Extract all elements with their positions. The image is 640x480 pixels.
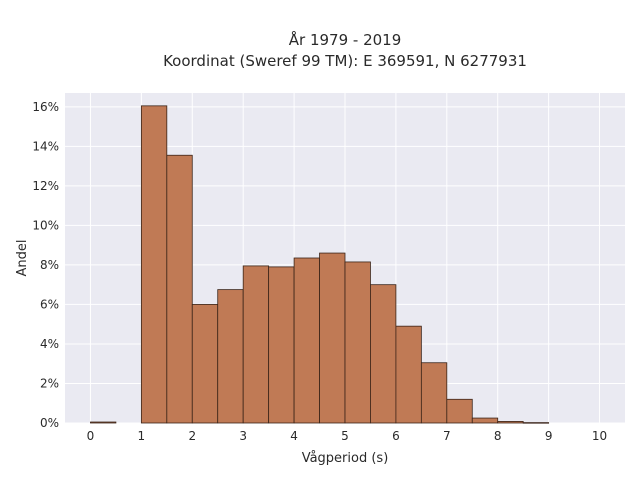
histogram-bar-8 — [293, 257, 320, 424]
chart-title-line2: Koordinat (Sweref 99 TM): E 369591, N 62… — [163, 52, 527, 70]
histogram-bar-11 — [370, 284, 397, 424]
x-tick-label-10: 10 — [592, 429, 607, 443]
histogram-bar-13 — [420, 362, 448, 424]
x-tick-label-1: 1 — [138, 429, 146, 443]
histogram-bar-14 — [446, 398, 473, 424]
y-axis-label: Andel — [15, 240, 30, 277]
x-tick-label-8: 8 — [494, 429, 502, 443]
x-tick-label-9: 9 — [545, 429, 553, 443]
x-tick-label-5: 5 — [341, 429, 349, 443]
x-tick-label-6: 6 — [392, 429, 400, 443]
x-tick-label-2: 2 — [188, 429, 196, 443]
chart-title-line1: År 1979 - 2019 — [289, 30, 402, 49]
x-tick-label-4: 4 — [290, 429, 298, 443]
x-tick-label-0: 0 — [87, 429, 95, 443]
histogram-bar-0 — [90, 421, 117, 424]
y-tick-label-8: 16% — [32, 100, 59, 114]
y-tick-label-1: 2% — [40, 376, 59, 390]
x-axis-label: Vågperiod (s) — [302, 451, 389, 466]
x-tick-label-3: 3 — [239, 429, 247, 443]
histogram-bar-5 — [217, 289, 244, 424]
y-tick-label-7: 14% — [32, 139, 59, 153]
histogram-bar-9 — [319, 252, 346, 424]
histogram-bar-4 — [191, 304, 219, 424]
y-tick-label-4: 8% — [40, 258, 59, 272]
histogram-bars — [90, 105, 550, 424]
histogram-bar-2 — [140, 105, 168, 424]
y-tick-label-5: 10% — [32, 218, 59, 232]
y-axis-ticks: 0% 2% 4% 6% 8% 10% 12% 14% 16% — [32, 100, 59, 430]
x-tick-label-7: 7 — [443, 429, 451, 443]
y-tick-label-3: 6% — [40, 297, 59, 311]
y-tick-label-6: 12% — [32, 179, 59, 193]
y-tick-label-2: 4% — [40, 337, 59, 351]
histogram-bar-16 — [497, 421, 524, 424]
histogram-bar-3 — [166, 154, 193, 424]
histogram-bar-17 — [522, 422, 550, 424]
histogram-bar-10 — [344, 261, 371, 424]
histogram-bar-15 — [471, 417, 499, 424]
histogram-bar-6 — [242, 265, 270, 424]
histogram-bar-7 — [268, 266, 295, 424]
y-tick-label-0: 0% — [40, 416, 59, 430]
histogram-bar-12 — [395, 325, 422, 424]
x-axis-ticks: 0 1 2 3 4 5 6 7 8 9 10 — [87, 429, 608, 443]
